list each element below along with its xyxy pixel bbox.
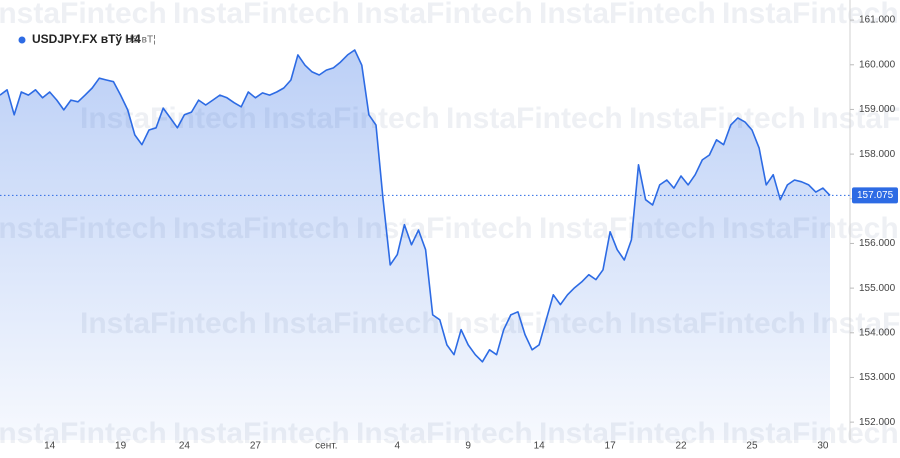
x-tick-label: 22 — [675, 441, 687, 452]
legend-box — [10, 27, 162, 53]
y-tick-label: 161.000 — [859, 15, 896, 26]
watermark: InstaFintech — [629, 102, 806, 135]
y-tick-label: 153.000 — [859, 372, 896, 383]
x-tick-label: 14 — [44, 441, 56, 452]
y-tick-label: 160.000 — [859, 59, 896, 70]
x-tick-label: сент. — [315, 441, 337, 452]
x-tick-label: 25 — [746, 441, 758, 452]
x-tick-label: 27 — [250, 441, 262, 452]
watermark: InstaFintech — [446, 102, 623, 135]
x-tick-label: 4 — [394, 441, 400, 452]
legend-label: USDJPY.FX вТў H4 — [32, 32, 141, 46]
x-tick-label: 9 — [465, 441, 471, 452]
area-fill — [0, 50, 830, 440]
last-price-label: 157.075 — [857, 190, 894, 201]
y-tick-label: 159.000 — [859, 104, 896, 115]
watermark: InstaFintech — [812, 102, 900, 135]
watermark: InstaFintech — [539, 0, 716, 30]
legend-marker — [18, 36, 26, 44]
last-price-box — [852, 187, 898, 204]
y-tick-label: 156.000 — [859, 238, 896, 249]
y-tick-label: 154.000 — [859, 327, 896, 338]
legend: USDJPY.FX вТў H4 US вТ¦ — [10, 27, 162, 53]
x-tick-label: 14 — [534, 441, 546, 452]
x-tick-label: 24 — [179, 441, 191, 452]
watermark: InstaFintech — [173, 0, 350, 30]
y-tick-label: 152.000 — [859, 417, 896, 428]
watermark: InstaFintech — [356, 0, 533, 30]
price-line — [0, 49, 831, 363]
x-tick-label: 19 — [115, 441, 127, 452]
y-tick-label: 158.000 — [859, 149, 896, 160]
x-tick-label: 17 — [605, 441, 617, 452]
watermark: InstaFintech — [722, 0, 899, 30]
legend-sub: US вТ¦ — [125, 35, 156, 46]
watermark: InstaFintech — [0, 0, 167, 30]
x-tick-label: 30 — [817, 441, 829, 452]
y-tick-label: 155.000 — [859, 283, 896, 294]
